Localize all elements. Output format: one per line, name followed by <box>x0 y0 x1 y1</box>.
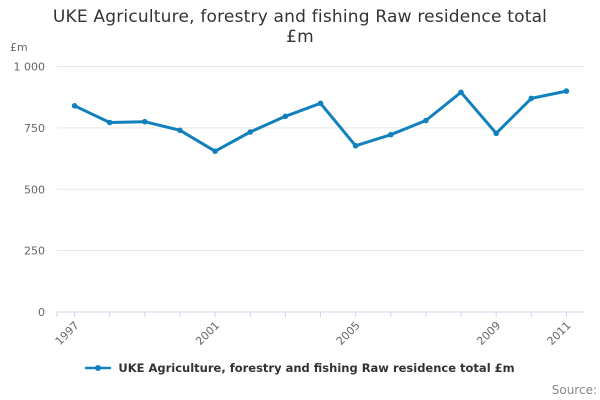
data-point[interactable] <box>212 148 218 154</box>
y-tick-label: 500 <box>24 183 45 196</box>
data-point[interactable] <box>352 143 359 149</box>
chart-title-line1: UKE Agriculture, forestry and fishing Ra… <box>52 7 548 27</box>
data-point[interactable] <box>563 88 570 94</box>
x-tick-label: 2005 <box>334 319 363 348</box>
x-tick-label: 1997 <box>53 319 82 348</box>
data-point[interactable] <box>317 100 324 107</box>
data-point[interactable] <box>282 113 289 120</box>
y-tick-label: 1 000 <box>14 61 46 74</box>
x-tick-label: 2001 <box>193 319 222 348</box>
data-point[interactable] <box>106 119 113 126</box>
x-tick-label: 2011 <box>545 319 574 348</box>
y-tick-label: 0 <box>38 306 45 319</box>
y-axis-title: £m <box>10 41 28 54</box>
legend-item[interactable]: UKE Agriculture, forestry and fishing Ra… <box>0 361 600 375</box>
data-point[interactable] <box>71 103 78 109</box>
y-tick-label: 750 <box>24 122 45 135</box>
chart-title: UKE Agriculture, forestry and fishing Ra… <box>0 7 600 47</box>
data-point[interactable] <box>528 95 535 102</box>
data-point[interactable] <box>458 89 464 96</box>
data-point[interactable] <box>423 117 429 124</box>
data-point[interactable] <box>177 127 183 134</box>
data-point[interactable] <box>493 130 500 137</box>
data-point[interactable] <box>142 118 148 125</box>
data-point[interactable] <box>388 131 394 138</box>
legend-line-marker-icon <box>85 365 112 371</box>
chart-title-line2: £m <box>286 27 314 47</box>
x-tick-label: 2009 <box>474 319 503 348</box>
data-point[interactable] <box>247 129 253 135</box>
data-line <box>73 89 568 153</box>
legend-label: UKE Agriculture, forestry and fishing Ra… <box>118 361 515 375</box>
y-tick-label: 250 <box>24 245 45 258</box>
source-label: Source: <box>551 383 597 397</box>
